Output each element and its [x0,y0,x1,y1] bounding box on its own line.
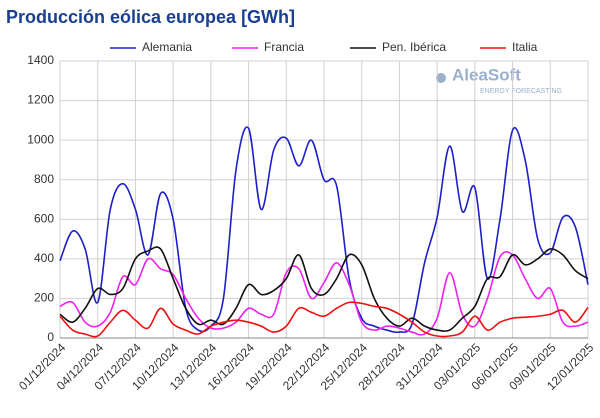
legend-label: Francia [264,40,304,54]
y-tick-label: 1200 [27,93,54,107]
legend-label: Alemania [142,40,192,54]
series-line [59,126,589,334]
series-line [59,301,589,338]
logo: AleaSoft ENERGY FORECASTING [436,65,562,95]
logo-icon [436,73,446,83]
y-tick-label: 0 [47,330,54,344]
series-line [59,246,589,332]
chart-title: Producción eólica europea [GWh] [6,7,295,27]
y-tick-label: 200 [34,291,54,305]
logo-tagline: ENERGY FORECASTING [480,88,562,95]
series-line [59,251,589,336]
legend-label: Italia [512,40,538,54]
legend-label: Pen. Ibérica [382,40,446,54]
y-tick-label: 600 [34,211,54,225]
y-tick-label: 800 [34,172,54,186]
y-tick-label: 1400 [27,53,54,67]
logo-name: AleaSoft [452,65,521,84]
y-tick-label: 1000 [27,132,54,146]
y-tick-label: 400 [34,251,54,265]
